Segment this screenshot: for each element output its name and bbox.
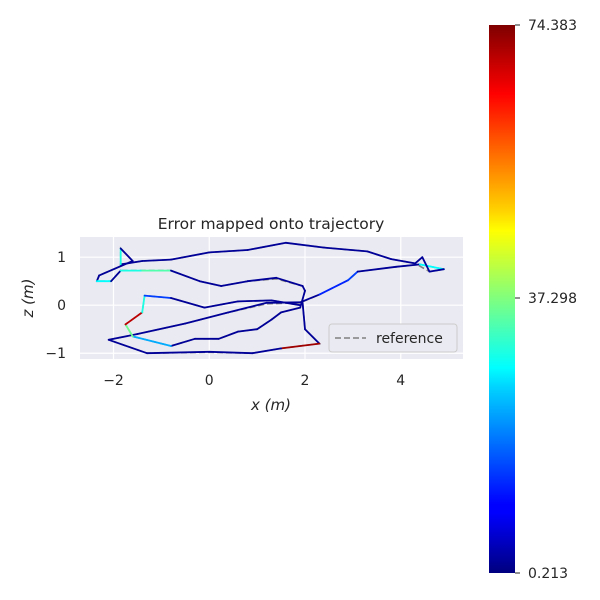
trajectory-segment [220,280,249,287]
trajectory-segment [323,246,369,253]
estimated-trajectory-error-colored [95,241,445,355]
x-tick-label: 0 [205,373,214,389]
colorbar [489,25,515,573]
trajectory-segment [136,322,187,335]
trajectory-segment [184,311,230,325]
trajectory-segment [131,335,172,347]
trajectory-segment [270,311,283,321]
trajectory-segment [110,269,122,283]
legend-box [328,323,458,353]
trajectory-segment [301,301,306,331]
trajectory-segment [347,270,359,282]
legend: reference [328,323,458,353]
x-tick-label: −2 [103,373,124,389]
trajectory-segment [146,350,211,355]
trajectory-segment [170,337,196,347]
trajectory-segment [318,279,350,296]
x-tick-label: 2 [301,373,310,389]
trajectory-segment [141,258,172,262]
trajectory-segment [170,251,211,261]
trajectory-segment [390,258,417,265]
trajectory-segment [280,342,321,350]
trajectory-segment [251,347,283,355]
trajectory-segment [124,323,134,338]
trajectory-segment [119,247,134,262]
trajectory-segment [107,338,148,355]
trajectory-segment [366,250,393,261]
trajectory-segment [428,268,445,273]
legend-reference-label: reference [376,331,443,347]
trajectory-segment [95,274,101,283]
y-tick-label: 1 [57,250,66,266]
y-tick-label: 0 [57,298,66,314]
trajectory-segment [237,299,273,303]
grid-lines [80,237,463,359]
trajectory-segment [208,249,249,254]
y-tick-labels: −1 0 1 [45,250,66,362]
trajectory-segment [203,300,239,309]
x-tick-label: 4 [396,373,405,389]
trajectory-segment [170,269,201,283]
trajectory-segment [227,301,268,314]
trajectory-segment [270,299,302,307]
trajectory-segment [237,328,259,333]
trajectory-segment [275,276,304,287]
x-axis-label: x (m) [250,396,291,414]
trajectory-segment [299,293,321,304]
trajectory-segment [395,263,421,268]
trajectory-segment [124,311,144,326]
y-tick-label: −1 [45,346,66,362]
trajectory-segment [246,241,287,251]
trajectory-segment [246,276,278,283]
colorbar-label-mid: 37.298 [528,291,577,307]
trajectory-segment [280,306,302,314]
trajectory-segment [208,350,254,355]
trajectory-segment [418,263,445,271]
trajectory-segment [421,256,431,273]
trajectory-segment [98,260,134,277]
trajectory-segment [141,294,146,314]
trajectory-segment [304,328,321,345]
trajectory-segment [170,297,206,309]
trajectory-segment [217,330,239,340]
colorbar-label-min: 0.213 [528,566,568,582]
trajectory-segment [284,241,326,249]
colorbar-label-max: 74.383 [528,18,577,34]
trajectory-segment [256,318,273,331]
trajectory-segment [356,265,397,273]
chart-title: Error mapped onto trajectory [158,215,385,233]
trajectory-segment [198,280,223,287]
y-axis-label: z (m) [19,279,37,319]
x-tick-labels: −2 0 2 4 [103,373,405,389]
trajectory-segment [414,256,424,265]
trajectory-segment [143,294,172,299]
